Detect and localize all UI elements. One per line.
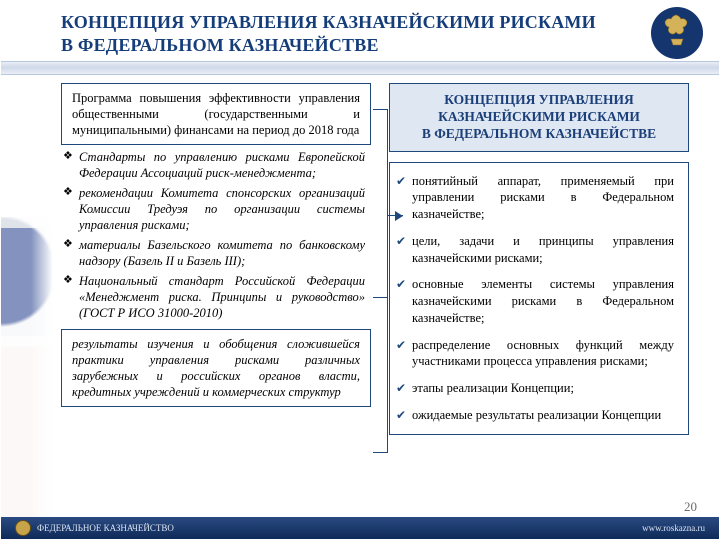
list-item: основные элементы системы управления каз… [412,276,674,326]
left-column: Программа повышения эффективности управл… [61,83,371,491]
list-item: цели, задачи и принципы управления казна… [412,233,674,267]
panel-title-line: В ФЕДЕРАЛЬНОМ КАЗНАЧЕЙСТВЕ [422,126,656,141]
footer-right-label: www.roskazna.ru [642,523,705,533]
panel-title-line: КОНЦЕПЦИЯ УПРАВЛЕНИЯ [444,92,634,107]
footer-left-label: ФЕДЕРАЛЬНОЕ КАЗНАЧЕЙСТВО [37,523,174,533]
panel-title-line: КАЗНАЧЕЙСКИМИ РИСКАМИ [438,109,640,124]
concept-panel-title: КОНЦЕПЦИЯ УПРАВЛЕНИЯ КАЗНАЧЕЙСКИМИ РИСКА… [389,83,689,152]
title-line-1: КОНЦЕПЦИЯ УПРАВЛЕНИЯ КАЗНАЧЕЙСКИМИ РИСКА… [61,12,596,32]
list-item: Стандарты по управлению рисками Европейс… [79,149,365,181]
header-ribbon [1,61,719,75]
right-column: КОНЦЕПЦИЯ УПРАВЛЕНИЯ КАЗНАЧЕЙСКИМИ РИСКА… [389,83,689,491]
title-line-2: В ФЕДЕРАЛЬНОМ КАЗНАЧЕЙСТВЕ [61,35,379,55]
page-number: 20 [684,499,697,515]
left-box-bottom: результаты изучения и обобщения сложивше… [61,329,371,407]
list-item: понятийный аппарат, применяемый при упра… [412,173,674,223]
left-box-top: Программа повышения эффективности управл… [61,83,371,145]
list-item: этапы реализации Концепции; [412,380,674,397]
list-item: распределение основных функций между уча… [412,337,674,371]
footer-emblem-icon [15,520,31,536]
flag-decoration [1,1,53,540]
list-item: материалы Базельского комитета по банков… [79,237,365,269]
concept-list: понятийный аппарат, применяемый при упра… [412,173,674,424]
list-item: рекомендации Комитета спонсорских органи… [79,185,365,233]
slide-header: КОНЦЕПЦИЯ УПРАВЛЕНИЯ КАЗНАЧЕЙСКИМИ РИСКА… [61,11,639,56]
emblem-icon [649,5,705,61]
footer-bar: ФЕДЕРАЛЬНОЕ КАЗНАЧЕЙСТВО www.roskazna.ru [1,517,719,539]
list-item: Национальный стандарт Российской Федерац… [79,273,365,321]
slide-title: КОНЦЕПЦИЯ УПРАВЛЕНИЯ КАЗНАЧЕЙСКИМИ РИСКА… [61,11,639,56]
source-list: Стандарты по управлению рисками Европейс… [61,149,371,325]
concept-panel-body: понятийный аппарат, применяемый при упра… [389,162,689,435]
list-item: ожидаемые результаты реализации Концепци… [412,407,674,424]
